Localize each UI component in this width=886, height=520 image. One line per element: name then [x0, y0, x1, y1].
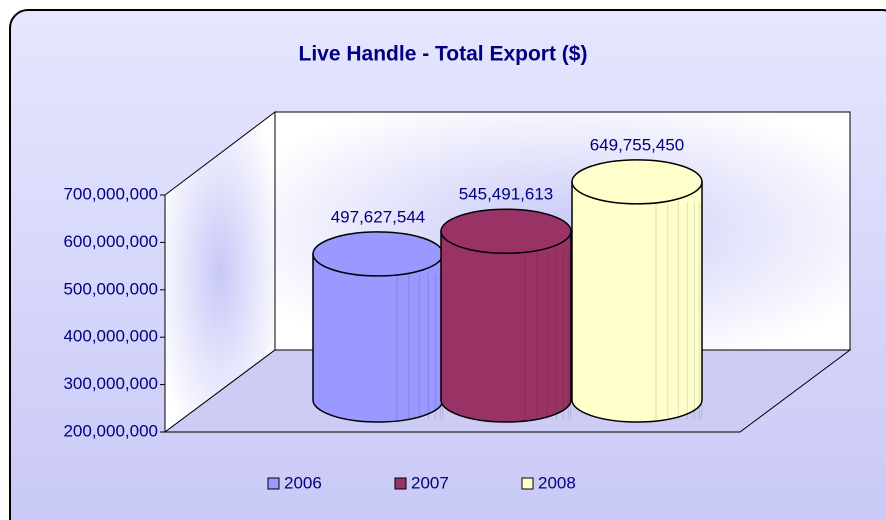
legend-label: 2007 [411, 473, 449, 492]
y-tick-label: 400,000,000 [63, 327, 158, 346]
data-label: 545,491,613 [459, 185, 554, 204]
cylinder-body [440, 230, 572, 423]
cylinder-body [571, 181, 703, 423]
cylinder-top [312, 231, 444, 277]
cylinder-top [571, 159, 703, 205]
legend-label: 2006 [284, 473, 322, 492]
legend-label: 2008 [538, 473, 576, 492]
y-tick-label: 300,000,000 [63, 374, 158, 393]
data-label: 649,755,450 [590, 135, 685, 154]
y-tick-label: 200,000,000 [63, 421, 158, 440]
y-tick-label: 500,000,000 [63, 279, 158, 298]
y-tick-label: 600,000,000 [63, 232, 158, 251]
y-tick-label: 700,000,000 [63, 184, 158, 203]
data-label: 497,627,544 [331, 207, 426, 226]
cylinder-top [440, 208, 572, 254]
chart-title: Live Handle - Total Export ($) [299, 43, 588, 66]
legend-swatch [521, 477, 534, 490]
legend-swatch [267, 477, 280, 490]
legend-swatch [394, 477, 407, 490]
cylinder-body [312, 253, 444, 423]
